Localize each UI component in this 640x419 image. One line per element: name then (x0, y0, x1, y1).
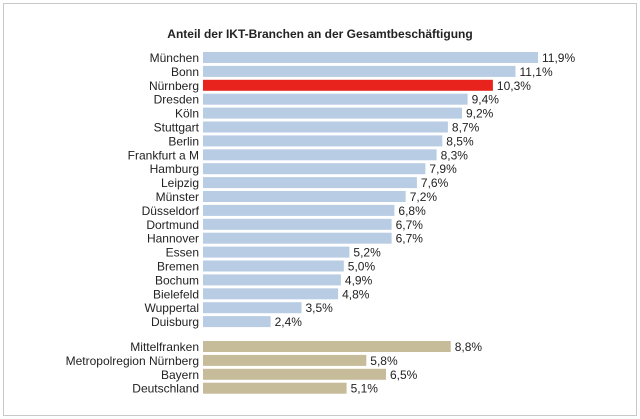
bar-wuppertal (203, 302, 302, 314)
bar-bonn (203, 65, 516, 77)
value-label-dortmund: 6,7% (396, 218, 424, 232)
value-label-bayern: 6,5% (390, 368, 418, 382)
category-label-metropolregion-nuernberg: Metropolregion Nürnberg (66, 354, 199, 368)
bar-frankfurt-a-m (203, 149, 437, 161)
bar-muenster (203, 191, 406, 202)
category-label-bayern: Bayern (161, 368, 199, 382)
bar-mittelfranken (203, 341, 451, 352)
value-label-bonn: 11,1% (520, 65, 553, 79)
bar-chart: Anteil der IKT-Branchen an der Gesamtbes… (66, 27, 576, 396)
bar-metropolregion-nuernberg (203, 354, 367, 366)
value-label-muenster: 7,2% (410, 190, 438, 204)
bar-stuttgart (203, 121, 448, 133)
value-label-bochum: 4,9% (345, 273, 373, 287)
value-label-duesseldorf: 6,8% (398, 204, 426, 218)
value-label-frankfurt-a-m: 8,3% (441, 148, 469, 162)
category-label-dresden: Dresden (154, 93, 199, 107)
bar-bielefeld (203, 288, 339, 300)
bar-bochum (203, 274, 341, 286)
category-label-koeln: Köln (175, 107, 199, 121)
category-label-deutschland: Deutschland (132, 382, 199, 396)
value-label-leipzig: 7,6% (421, 176, 449, 190)
value-label-koeln: 9,2% (466, 107, 494, 121)
value-label-hannover: 6,7% (396, 232, 424, 246)
bar-bremen (203, 260, 344, 272)
bar-dortmund (203, 218, 392, 230)
value-label-bremen: 5,0% (348, 260, 376, 274)
value-label-mittelfranken: 8,8% (455, 340, 483, 354)
category-label-bochum: Bochum (155, 273, 199, 287)
value-label-duisburg: 2,4% (275, 315, 303, 329)
value-label-muenchen: 11,9% (542, 51, 575, 65)
bar-berlin (203, 135, 443, 147)
category-label-bremen: Bremen (157, 260, 199, 274)
bar-deutschland (203, 382, 347, 394)
category-label-stuttgart: Stuttgart (154, 121, 200, 135)
bar-group: München 11,9% Bonn 11,1% Nürnberg 10,3% Dresde… (66, 51, 576, 396)
category-label-bonn: Bonn (171, 65, 199, 79)
value-label-stuttgart: 8,7% (452, 121, 480, 135)
category-label-bielefeld: Bielefeld (153, 287, 199, 301)
category-label-muenchen: München (150, 51, 199, 65)
value-label-metropolregion-nuernberg: 5,8% (370, 354, 398, 368)
bar-leipzig (203, 177, 417, 189)
value-label-essen: 5,2% (353, 246, 381, 260)
category-label-duisburg: Duisburg (151, 315, 199, 329)
category-label-dortmund: Dortmund (146, 218, 199, 232)
value-label-berlin: 8,5% (446, 134, 474, 148)
bar-essen (203, 246, 350, 258)
category-label-nuernberg: Nürnberg (149, 79, 199, 93)
value-label-dresden: 9,4% (472, 93, 500, 107)
category-label-frankfurt-a-m: Frankfurt a M (128, 148, 199, 162)
bar-nuernberg (203, 79, 493, 91)
bar-hamburg (203, 163, 426, 175)
bar-duesseldorf (203, 204, 395, 216)
value-label-wuppertal: 3,5% (306, 301, 334, 315)
bar-koeln (203, 107, 462, 119)
value-label-deutschland: 5,1% (351, 382, 379, 396)
value-label-nuernberg: 10,3% (497, 79, 531, 93)
category-label-mittelfranken: Mittelfranken (130, 340, 199, 354)
category-label-muenster: Münster (156, 190, 199, 204)
bar-hannover (203, 232, 392, 244)
category-label-leipzig: Leipzig (161, 176, 199, 190)
value-label-bielefeld: 4,8% (342, 287, 370, 301)
category-label-berlin: Berlin (168, 134, 199, 148)
value-label-hamburg: 7,9% (429, 162, 457, 176)
frame-border (3, 3, 637, 416)
bar-dresden (203, 93, 468, 105)
category-label-hamburg: Hamburg (150, 162, 199, 176)
chart-frame: Anteil der IKT-Branchen an der Gesamtbes… (3, 3, 637, 416)
bar-muenchen (203, 52, 538, 63)
category-label-hannover: Hannover (147, 232, 199, 246)
bar-bayern (203, 368, 386, 380)
category-label-essen: Essen (166, 246, 199, 260)
category-label-duesseldorf: Düsseldorf (142, 204, 200, 218)
category-label-wuppertal: Wuppertal (145, 301, 199, 315)
bar-duisburg (203, 316, 271, 328)
chart-title: Anteil der IKT-Branchen an der Gesamtbes… (167, 27, 472, 41)
